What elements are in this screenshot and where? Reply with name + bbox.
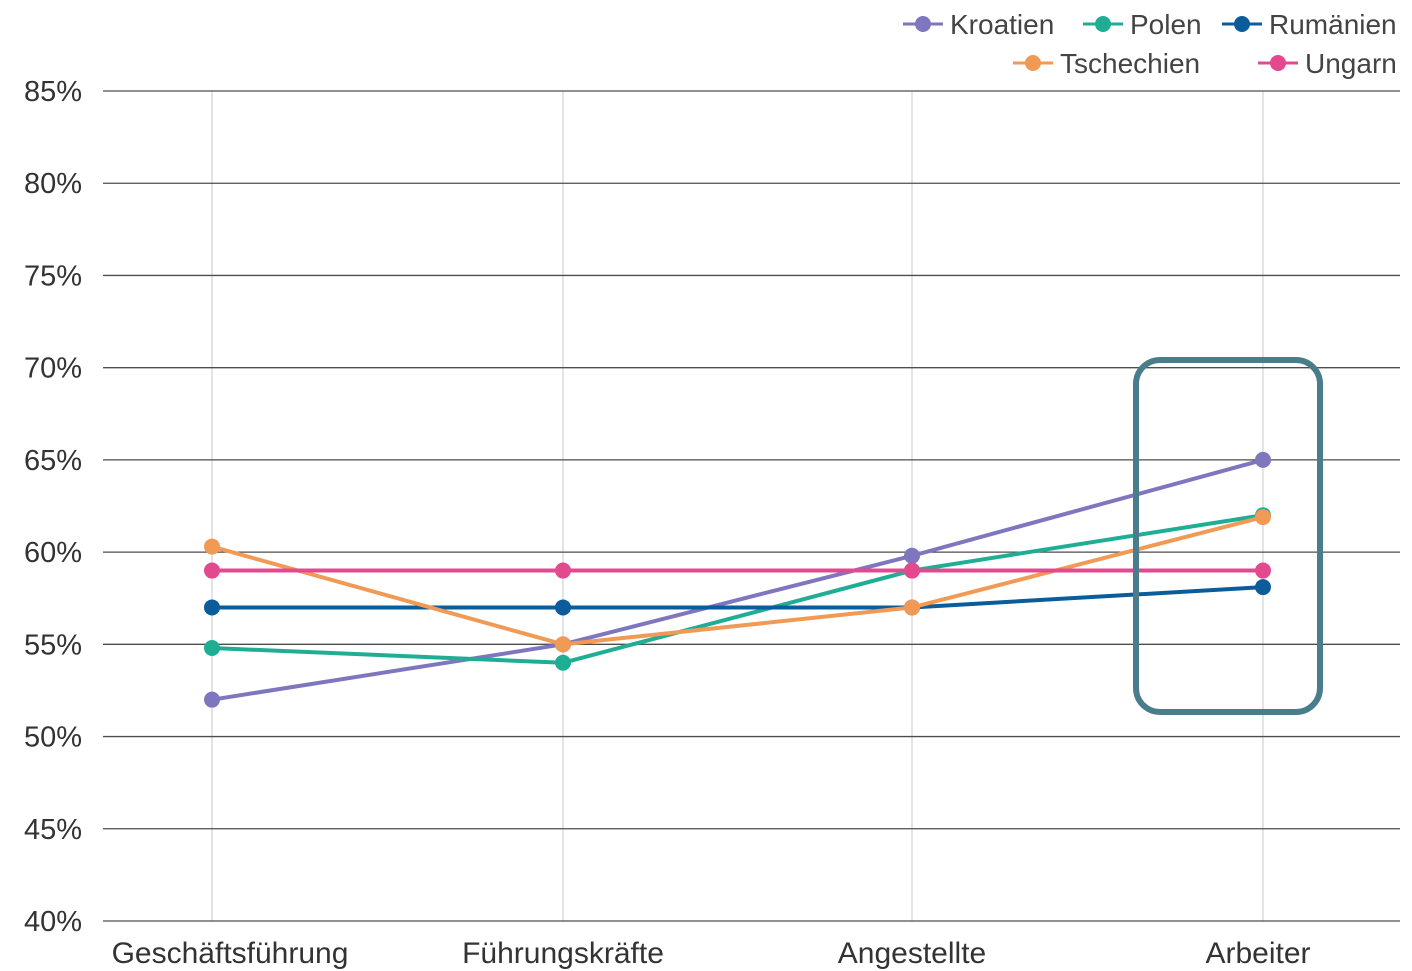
y-tick-label: 75% <box>24 260 82 292</box>
legend-label: Polen <box>1130 9 1202 40</box>
y-tick-label: 55% <box>24 629 82 661</box>
x-category-label: Führungskräfte <box>462 937 664 970</box>
data-point[interactable] <box>1255 451 1271 468</box>
legend-item-polen[interactable]: Polen <box>1083 9 1202 40</box>
y-tick-label: 60% <box>24 537 82 569</box>
series-line <box>210 585 1265 610</box>
data-point[interactable] <box>1255 509 1271 526</box>
x-category-label: Angestellte <box>838 937 986 970</box>
data-point[interactable] <box>904 562 920 579</box>
y-tick-label: 65% <box>24 445 82 477</box>
data-point[interactable] <box>1255 562 1271 579</box>
y-tick-label: 70% <box>24 353 82 385</box>
data-point[interactable] <box>204 562 220 579</box>
series-rumänien <box>204 579 1271 616</box>
data-point[interactable] <box>555 562 571 579</box>
data-point[interactable] <box>555 636 571 653</box>
highlight-box-group <box>1133 357 1323 715</box>
legend-swatch-marker <box>1095 16 1111 32</box>
data-point[interactable] <box>904 547 920 564</box>
legend-swatch-marker <box>1025 55 1041 71</box>
data-point[interactable] <box>204 538 220 555</box>
data-point[interactable] <box>1255 579 1271 596</box>
series-lines <box>204 451 1271 708</box>
legend-label: Kroatien <box>950 9 1054 40</box>
y-tick-label: 45% <box>24 814 82 846</box>
legend-label: Ungarn <box>1305 48 1397 79</box>
y-axis-tick-labels: 40% 45% 50% 55% 60% 65% 70% 75% 80% 85% <box>24 76 82 938</box>
legend-swatch-marker <box>1234 16 1250 32</box>
legend-label: Rumänien <box>1269 9 1397 40</box>
series-line <box>210 515 1265 647</box>
legend-swatch-marker <box>1270 55 1286 71</box>
series-kroatien <box>204 451 1271 708</box>
grid <box>103 90 1400 922</box>
legend-item-rumänien[interactable]: Rumänien <box>1222 9 1397 40</box>
y-tick-label: 85% <box>24 76 82 108</box>
x-axis-category-labels: Geschäftsführung Führungskräfte Angestellt… <box>112 937 1311 970</box>
y-tick-label: 40% <box>24 906 82 938</box>
legend[interactable]: Kroatien Polen Rumänien Tschechien Ungarn <box>903 9 1397 79</box>
data-point[interactable] <box>204 691 220 708</box>
legend-item-tschechien[interactable]: Tschechien <box>1013 48 1200 79</box>
series-tschechien <box>204 509 1271 653</box>
legend-label: Tschechien <box>1060 48 1200 79</box>
y-tick-label: 50% <box>24 722 82 754</box>
x-category-label: Arbeiter <box>1205 937 1310 970</box>
data-point[interactable] <box>204 599 220 616</box>
data-point[interactable] <box>555 599 571 616</box>
data-point[interactable] <box>204 640 220 657</box>
legend-item-ungarn[interactable]: Ungarn <box>1258 48 1397 79</box>
highlight-box <box>1133 357 1323 715</box>
y-tick-label: 80% <box>24 168 82 200</box>
series-line <box>210 457 1265 702</box>
series-line <box>210 513 1265 665</box>
data-point[interactable] <box>904 599 920 616</box>
legend-swatch-marker <box>915 16 931 32</box>
legend-item-kroatien[interactable]: Kroatien <box>903 9 1054 40</box>
data-point[interactable] <box>555 654 571 671</box>
x-category-label: Geschäftsführung <box>112 937 349 970</box>
series-ungarn <box>204 562 1271 579</box>
